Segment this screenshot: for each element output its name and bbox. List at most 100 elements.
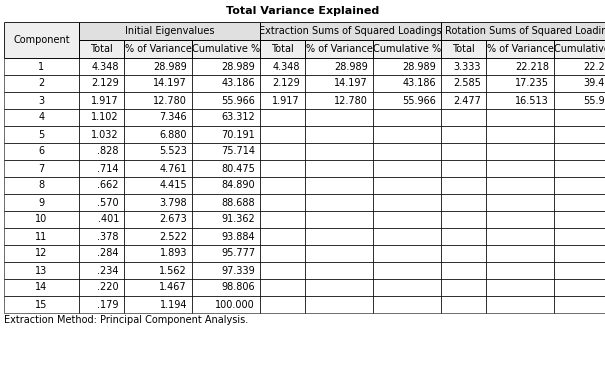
Text: .220: .220 [97,283,119,292]
Text: Total: Total [271,44,294,54]
Bar [4,143,79,160]
Bar [305,262,373,279]
Bar [554,279,605,296]
Bar [373,160,441,177]
Bar [554,296,605,313]
Bar [192,75,260,92]
Text: 84.890: 84.890 [221,180,255,190]
Bar [441,160,486,177]
Bar [79,262,124,279]
Bar [260,75,305,92]
Text: 2.522: 2.522 [159,232,187,242]
Bar [305,245,373,262]
Bar [4,279,79,296]
Text: 10: 10 [35,214,48,224]
Bar [260,40,305,58]
Bar [373,194,441,211]
Text: 1.032: 1.032 [91,130,119,139]
Text: .828: .828 [97,146,119,157]
Text: 1.194: 1.194 [160,299,187,310]
Text: .284: .284 [97,249,119,258]
Bar [441,262,486,279]
Text: 12.780: 12.780 [334,96,368,105]
Text: Cumulative %: Cumulative % [554,44,605,54]
Bar [486,109,554,126]
Bar [554,228,605,245]
Text: % of Variance: % of Variance [306,44,373,54]
Text: 98.806: 98.806 [221,283,255,292]
Bar [554,143,605,160]
Bar [192,40,260,58]
Bar [441,58,486,75]
Bar [79,126,124,143]
Text: 28.989: 28.989 [402,61,436,71]
Bar [441,228,486,245]
Bar [192,143,260,160]
Bar [486,92,554,109]
Bar [260,245,305,262]
Bar [79,58,124,75]
Bar [79,228,124,245]
Bar [486,296,554,313]
Bar [124,262,192,279]
Text: % of Variance: % of Variance [486,44,554,54]
Bar [4,75,79,92]
Text: 88.688: 88.688 [221,198,255,208]
Bar [441,143,486,160]
Text: 5: 5 [38,130,45,139]
Bar [554,109,605,126]
Text: 28.989: 28.989 [334,61,368,71]
Text: % of Variance: % of Variance [125,44,191,54]
Bar [554,160,605,177]
Bar [486,211,554,228]
Bar [260,262,305,279]
Bar [260,160,305,177]
Bar [260,279,305,296]
Text: 28.989: 28.989 [221,61,255,71]
Text: 16.513: 16.513 [515,96,549,105]
Bar [305,177,373,194]
Text: 63.312: 63.312 [221,112,255,123]
Text: 7: 7 [38,164,45,173]
Bar [305,143,373,160]
Bar [441,75,486,92]
Text: 9: 9 [39,198,45,208]
Bar [441,211,486,228]
Bar [441,177,486,194]
Bar [373,109,441,126]
Text: 2: 2 [38,78,45,89]
Text: 55.966: 55.966 [221,96,255,105]
Text: 1.917: 1.917 [91,96,119,105]
Bar [260,92,305,109]
Bar [373,279,441,296]
Bar [260,194,305,211]
Bar [192,92,260,109]
Bar [305,279,373,296]
Text: Initial Eigenvalues: Initial Eigenvalues [125,26,214,36]
Bar [4,194,79,211]
Bar [554,92,605,109]
Bar [486,160,554,177]
Bar [260,177,305,194]
Text: 1: 1 [39,61,45,71]
Text: 14.197: 14.197 [334,78,368,89]
Bar [486,58,554,75]
Text: 22.218: 22.218 [583,61,605,71]
Bar [260,228,305,245]
Bar [192,296,260,313]
Bar [260,109,305,126]
Bar [486,245,554,262]
Text: 14: 14 [35,283,48,292]
Bar [441,40,486,58]
Text: 70.191: 70.191 [221,130,255,139]
Bar [192,228,260,245]
Bar [4,245,79,262]
Text: 2.673: 2.673 [159,214,187,224]
Bar [192,262,260,279]
Text: .714: .714 [97,164,119,173]
Bar [373,177,441,194]
Text: .401: .401 [97,214,119,224]
Text: Cumulative %: Cumulative % [192,44,260,54]
Text: Extraction Sums of Squared Loadings: Extraction Sums of Squared Loadings [259,26,442,36]
Text: .179: .179 [97,299,119,310]
